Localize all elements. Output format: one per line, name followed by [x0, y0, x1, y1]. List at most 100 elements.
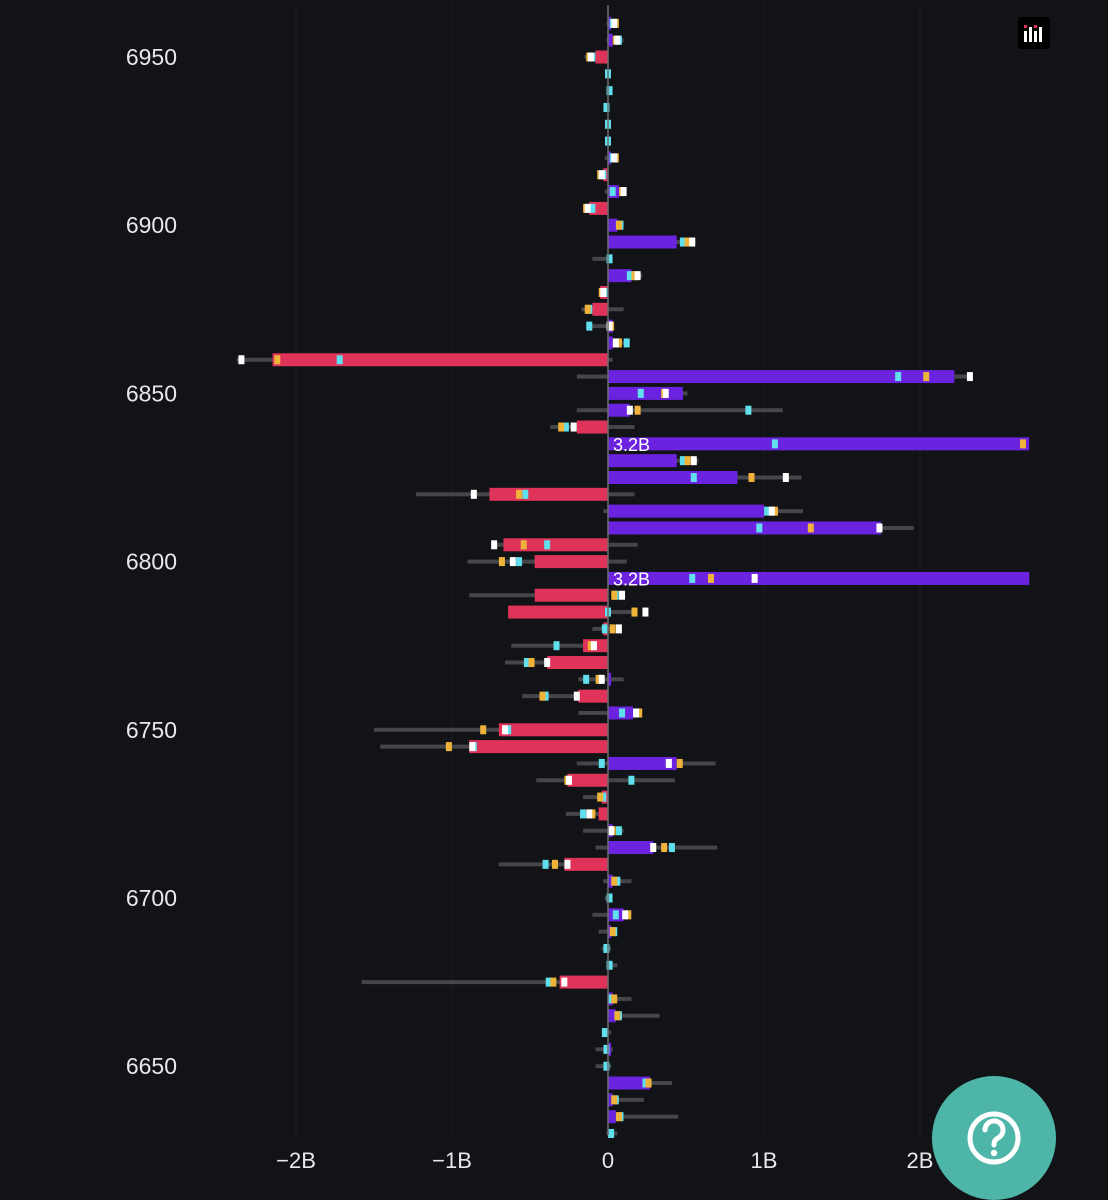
cyan-marker — [679, 456, 686, 466]
exposure-bar[interactable] — [608, 504, 764, 518]
yellow-marker — [634, 405, 641, 415]
cyan-marker — [619, 708, 626, 718]
white-marker — [606, 321, 613, 331]
yellow-marker — [558, 422, 565, 432]
exposure-bar[interactable] — [595, 50, 608, 64]
exposure-bar[interactable] — [608, 571, 1030, 585]
cyan-marker — [690, 473, 697, 482]
white-marker — [491, 540, 498, 550]
cyan-marker — [606, 960, 613, 970]
range-line — [608, 996, 632, 1001]
exposure-bar[interactable] — [608, 437, 1030, 451]
exposure-bar[interactable] — [564, 857, 608, 871]
exposure-bar[interactable] — [608, 403, 630, 417]
exposure-bar[interactable] — [608, 16, 612, 30]
cyan-marker — [603, 1061, 610, 1071]
yellow-marker — [516, 489, 523, 499]
yellow-marker — [807, 523, 814, 533]
exposure-bar[interactable] — [592, 302, 608, 316]
cyan-marker — [505, 725, 512, 735]
cyan-marker — [745, 405, 752, 415]
cyan-marker — [523, 658, 530, 668]
exposure-bar[interactable] — [608, 218, 618, 232]
range-line — [583, 828, 624, 833]
cyan-marker — [600, 792, 607, 802]
white-marker — [751, 573, 758, 583]
exposure-bar[interactable] — [608, 33, 613, 47]
exposure-bar[interactable] — [608, 370, 955, 384]
exposure-bar[interactable] — [608, 841, 654, 855]
cyan-marker — [628, 775, 635, 785]
exposure-bar[interactable] — [567, 773, 608, 787]
exposure-bar[interactable] — [608, 235, 677, 249]
exposure-bar[interactable] — [608, 454, 677, 468]
exposure-bar[interactable] — [608, 336, 613, 350]
cyan-marker — [689, 573, 696, 583]
exposure-bar[interactable] — [608, 386, 683, 400]
white-marker — [611, 18, 618, 28]
exposure-bar[interactable] — [503, 538, 608, 552]
exposure-bar[interactable] — [608, 756, 677, 770]
yellow-marker — [609, 927, 616, 937]
white-marker — [966, 372, 973, 382]
exposure-bar[interactable] — [608, 521, 881, 535]
yellow-marker — [661, 843, 668, 853]
exposure-bar[interactable] — [559, 975, 608, 989]
white-marker — [566, 775, 572, 785]
exposure-bar[interactable] — [608, 1110, 616, 1124]
exposure-bar[interactable] — [576, 420, 608, 434]
exposure-bar[interactable] — [272, 353, 608, 367]
cyan-marker — [562, 422, 569, 432]
cyan-marker — [637, 388, 644, 398]
exposure-bar[interactable] — [608, 1076, 651, 1090]
yellow-marker — [645, 1078, 652, 1088]
white-marker — [626, 405, 633, 415]
exposure-bar[interactable] — [608, 1042, 612, 1056]
exposure-bar[interactable] — [547, 656, 608, 670]
exposure-bar[interactable] — [534, 555, 608, 569]
exposure-bar[interactable] — [489, 487, 608, 501]
white-marker — [544, 658, 551, 668]
exposure-bar[interactable] — [508, 605, 608, 619]
white-marker — [662, 388, 669, 398]
bar-value-label: 3.2B — [613, 569, 650, 589]
yellow-marker — [274, 355, 281, 365]
cyan-marker — [606, 86, 613, 96]
range-line — [522, 694, 608, 699]
y-tick-label: 6750 — [126, 717, 177, 743]
cyan-marker — [679, 237, 686, 247]
help-button[interactable] — [932, 1076, 1056, 1200]
cyan-marker — [608, 994, 615, 1004]
exposure-bar[interactable] — [469, 740, 608, 754]
white-marker — [665, 758, 672, 768]
white-marker — [469, 742, 476, 752]
white-marker — [238, 355, 245, 365]
exposure-bar[interactable] — [608, 151, 612, 165]
exposure-bar[interactable] — [608, 1009, 616, 1023]
exposure-bar[interactable] — [498, 723, 608, 737]
white-marker — [634, 271, 641, 281]
exposure-bar[interactable] — [608, 672, 612, 686]
range-line — [608, 1097, 644, 1102]
exposure-bar[interactable] — [608, 874, 613, 888]
cyan-marker — [606, 893, 613, 903]
exposure-bar[interactable] — [608, 925, 612, 939]
yellow-marker — [625, 910, 632, 920]
exposure-bar[interactable] — [608, 269, 632, 283]
white-marker — [586, 809, 593, 819]
yellow-marker — [611, 876, 618, 886]
exposure-bar[interactable] — [598, 807, 608, 821]
white-marker — [561, 977, 568, 987]
yellow-marker — [611, 590, 618, 600]
cyan-marker — [542, 691, 549, 701]
exposure-bar[interactable] — [608, 1093, 613, 1107]
cyan-marker — [895, 372, 902, 382]
x-tick-label: 1B — [751, 1148, 778, 1173]
yellow-marker — [615, 1112, 622, 1122]
exposure-bar[interactable] — [608, 471, 738, 484]
exposure-bar[interactable] — [578, 689, 608, 703]
exposure-bar[interactable] — [534, 588, 608, 602]
yellow-marker — [614, 1011, 621, 1021]
y-tick-label: 6850 — [126, 380, 177, 406]
